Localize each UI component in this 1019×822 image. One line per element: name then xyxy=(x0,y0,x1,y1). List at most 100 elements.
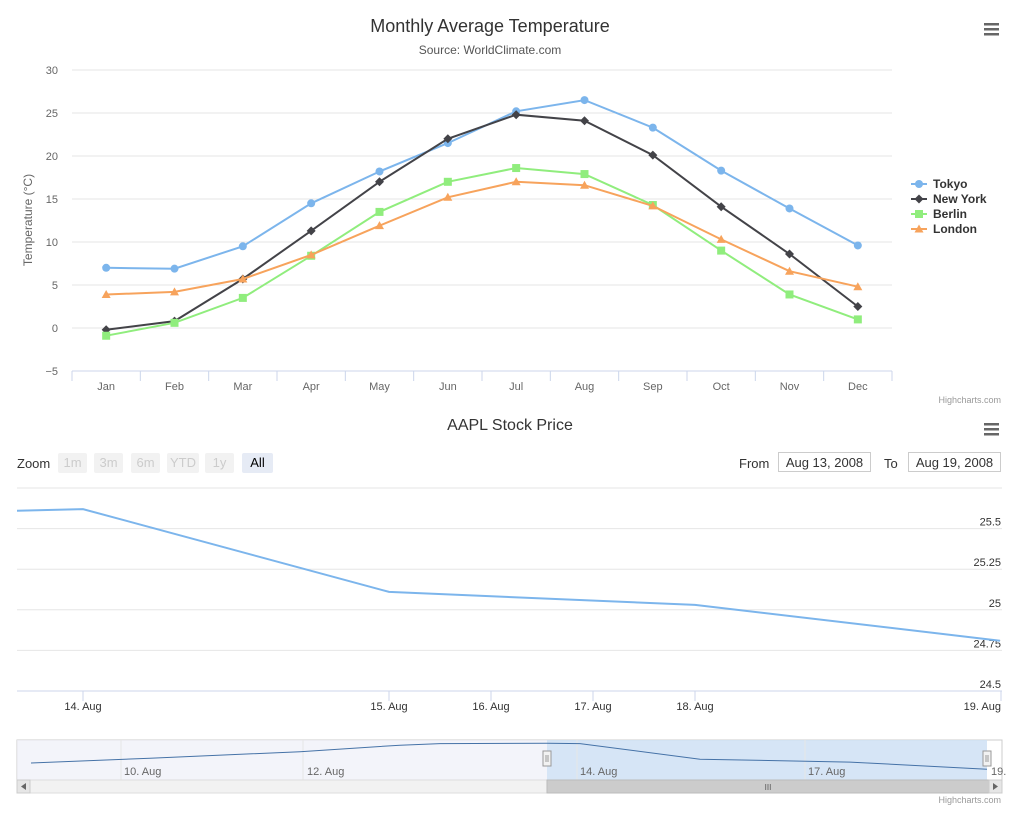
x-tick-label: Nov xyxy=(780,381,800,393)
data-point-london[interactable] xyxy=(238,274,248,283)
x-tick-label: 16. Aug xyxy=(472,701,509,713)
data-point-london[interactable] xyxy=(785,266,794,275)
x-tick-label: May xyxy=(369,381,390,393)
data-point-berlin[interactable] xyxy=(512,164,521,173)
data-point-berlin[interactable] xyxy=(717,246,726,255)
x-tick-label: Mar xyxy=(233,381,252,393)
data-point-tokyo[interactable] xyxy=(307,199,316,208)
legend-item-new-york[interactable]: New York xyxy=(911,192,987,206)
data-point-tokyo[interactable] xyxy=(102,263,111,272)
data-point-tokyo[interactable] xyxy=(785,204,794,213)
range-button-ytd[interactable]: YTD xyxy=(167,453,199,473)
data-point-tokyo[interactable] xyxy=(170,264,179,273)
x-tick-label: 17. Aug xyxy=(574,701,611,713)
temperature-chart: Monthly Average Temperature Source: Worl… xyxy=(21,16,1001,405)
to-label: To xyxy=(884,456,898,471)
y-tick-label: 25 xyxy=(989,598,1001,610)
data-point-new-york[interactable] xyxy=(306,226,316,236)
scrollbar[interactable]: III xyxy=(16,779,1003,794)
legend-marker-icon xyxy=(915,180,923,188)
y-tick-label: 0 xyxy=(52,323,58,335)
range-button-1m[interactable]: 1m xyxy=(58,453,87,473)
data-point-tokyo[interactable] xyxy=(717,166,726,175)
to-date-input[interactable]: Aug 19, 2008 xyxy=(908,452,1001,472)
data-point-berlin[interactable] xyxy=(102,331,111,340)
data-point-london[interactable] xyxy=(580,180,589,189)
navigator-x-tick-label: 12. Aug xyxy=(307,766,344,778)
data-point-new-york[interactable] xyxy=(443,134,453,144)
series-tokyo xyxy=(102,96,862,273)
data-point-new-york[interactable] xyxy=(580,116,589,126)
data-point-tokyo[interactable] xyxy=(648,123,657,132)
data-point-new-york[interactable] xyxy=(648,150,658,160)
x-tick-label: Oct xyxy=(713,381,730,393)
data-point-berlin[interactable] xyxy=(853,315,862,324)
y-tick-label: 24.5 xyxy=(980,679,1001,691)
data-point-new-york[interactable] xyxy=(785,249,794,259)
x-tick-label: Jul xyxy=(509,381,523,393)
credits-label[interactable]: Highcharts.com xyxy=(938,795,1001,805)
x-tick-label: Dec xyxy=(848,381,868,393)
data-point-tokyo[interactable] xyxy=(580,96,589,105)
series-line-tokyo xyxy=(106,99,859,270)
x-tick-label: Jan xyxy=(97,381,115,393)
y-tick-label: 25 xyxy=(46,108,58,120)
data-point-london[interactable] xyxy=(853,282,863,291)
y-tick-label: 20 xyxy=(46,151,58,163)
data-point-london[interactable] xyxy=(648,201,658,210)
y-tick-label: 25.5 xyxy=(980,517,1001,529)
data-point-new-york[interactable] xyxy=(375,177,384,187)
data-point-london[interactable] xyxy=(306,250,316,259)
navigator[interactable]: 10. Aug 12. Aug 14. Aug 17. Aug 19. xyxy=(16,739,1006,781)
data-point-new-york[interactable] xyxy=(853,302,863,311)
data-point-berlin[interactable] xyxy=(580,170,589,179)
legend-item-london[interactable]: London xyxy=(911,222,977,236)
data-point-berlin[interactable] xyxy=(170,318,179,327)
range-button-6m[interactable]: 6m xyxy=(131,453,160,473)
range-button-3m[interactable]: 3m xyxy=(94,453,123,473)
navigator-x-tick-label: 17. Aug xyxy=(808,766,845,778)
y-tick-label: −5 xyxy=(45,366,58,378)
navigator-left-handle[interactable] xyxy=(542,750,552,767)
data-point-london[interactable] xyxy=(443,192,453,201)
legend-label: Tokyo xyxy=(933,177,967,191)
range-button-all[interactable]: All xyxy=(242,453,273,473)
x-tick-label: 15. Aug xyxy=(370,701,407,713)
y-axis-title: Temperature (°C) xyxy=(21,174,35,266)
data-point-london[interactable] xyxy=(716,234,726,243)
from-date-input[interactable]: Aug 13, 2008 xyxy=(778,452,871,472)
data-point-new-york[interactable] xyxy=(716,202,726,212)
data-point-berlin[interactable] xyxy=(443,177,452,186)
data-point-london[interactable] xyxy=(511,177,521,186)
y-tick-label: 15 xyxy=(46,194,58,206)
data-point-london[interactable] xyxy=(170,287,179,296)
range-button-1y[interactable]: 1y xyxy=(205,453,234,473)
navigator-right-handle[interactable] xyxy=(982,750,992,767)
data-point-berlin[interactable] xyxy=(785,290,794,299)
stock-chart-title: AAPL Stock Price xyxy=(447,417,573,434)
x-tick-label: Aug xyxy=(575,381,595,393)
data-point-new-york[interactable] xyxy=(511,110,521,120)
navigator-x-tick-label: 10. Aug xyxy=(124,766,161,778)
credits-label[interactable]: Highcharts.com xyxy=(938,395,1001,405)
menu-icon[interactable] xyxy=(984,23,999,36)
data-point-tokyo[interactable] xyxy=(853,241,862,250)
zoom-label: Zoom xyxy=(17,456,51,471)
data-point-berlin[interactable] xyxy=(238,293,247,302)
series-line-berlin xyxy=(106,166,859,337)
series-new-york xyxy=(101,110,863,335)
stock-chart: AAPL Stock Price 24.5 24.75 25 25.25 25.5 14… xyxy=(16,417,1006,805)
y-tick-label: 5 xyxy=(52,280,58,292)
x-tick-label: 14. Aug xyxy=(64,701,101,713)
y-tick-label: 25.25 xyxy=(973,557,1001,569)
chart-subtitle: Source: WorldClimate.com xyxy=(419,43,562,57)
menu-icon[interactable] xyxy=(984,423,999,436)
data-point-tokyo[interactable] xyxy=(238,242,247,251)
data-point-london[interactable] xyxy=(101,289,111,298)
legend-item-berlin[interactable]: Berlin xyxy=(911,207,967,221)
data-point-london[interactable] xyxy=(375,221,384,230)
legend-item-tokyo[interactable]: Tokyo xyxy=(911,177,967,191)
data-point-tokyo[interactable] xyxy=(375,167,384,176)
data-point-berlin[interactable] xyxy=(375,207,384,216)
legend-label: New York xyxy=(933,192,987,206)
